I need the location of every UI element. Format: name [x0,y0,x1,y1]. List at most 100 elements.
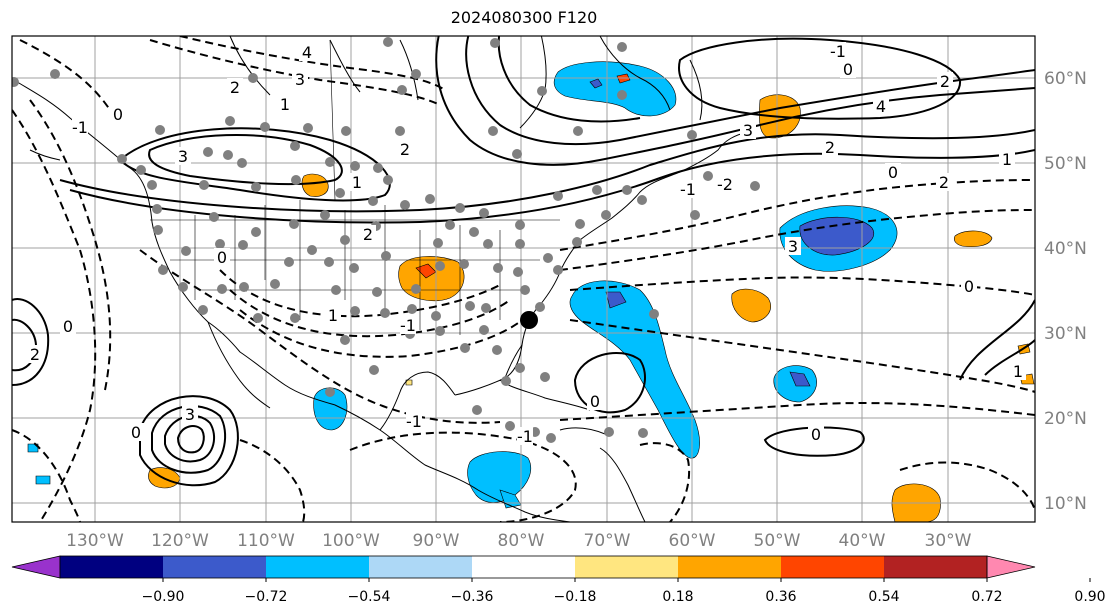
longitude-label: 50°W [754,531,801,551]
contour-label: 1 [1013,362,1023,381]
contour-label: -2 [717,175,733,194]
contour-label-bg [830,42,846,60]
contour-label: 0 [113,105,123,124]
contour-label: 2 [939,173,949,192]
contour-label-bg [937,72,953,90]
contour-labels: 43210-123102420-132103-12-2-101-1032-10-… [0,0,1026,446]
colorbar-segment [60,556,163,578]
contour-label-bg [740,121,756,139]
contour-label-bg [840,60,856,78]
contour-label-bg [27,345,43,363]
colorbar-tick-label: 0.36 [765,589,796,605]
colorbar-segment [266,556,369,578]
colorbar-tick-label: −0.36 [451,589,494,605]
colorbar-segment [884,556,987,578]
contour-label-bg [349,173,365,191]
longitude-label: 90°W [413,531,460,551]
contour-label: 1 [1002,150,1012,169]
longitude-label: 110°W [237,531,295,551]
latitude-label: 30°N [1044,324,1087,344]
colorbar-segment [575,556,678,578]
contour-label-bg [72,118,88,136]
contour-label: -1 [406,412,422,431]
contour-label: 2 [30,345,40,364]
longitude-label: 70°W [584,531,631,551]
contour-label: 0 [964,277,974,296]
longitude-labels: 130°W 120°W 110°W 100°W 90°W 80°W 70°W 60°W 50°W… [66,531,972,551]
colorbar-extend-high [986,555,1036,579]
contour-label: 0 [811,425,821,444]
longitude-label: 30°W [925,531,972,551]
contour-label: -1 [0,0,9,10]
colorbar-segment [781,556,884,578]
contour-label: 3 [178,147,188,166]
map-title: 2024080300 F120 [450,8,598,27]
contour-label: 2 [825,138,835,157]
colorbar: −0.90 −0.72 −0.54 −0.36 −0.18 0.18 0.36 0.54 0.7… [11,555,1105,605]
latitude-labels: 60°N 50°N 40°N 30°N 20°N 10°N [1044,69,1087,514]
contour-label: 1 [280,95,290,114]
contour-label: 3 [788,237,798,256]
colorbar-tick-label: 0.90 [1074,589,1105,605]
contour-label: 2 [230,78,240,97]
colorbar-tick-label: 0.54 [868,589,899,605]
latitude-label: 10°N [1044,494,1087,514]
map-frame [11,35,1036,523]
shaded-anomalies [27,61,1035,522]
longitude-label: 130°W [66,531,124,551]
contour-label: 2 [940,72,950,91]
contour-label-bg [517,427,533,445]
contour-label: 0 [63,317,73,336]
contour-label: 2 [400,140,410,159]
contour-label: 3 [295,70,305,89]
colorbar-segment [472,556,575,578]
longitude-label: 40°W [839,531,886,551]
contour-label-bg [110,105,126,123]
contour-label: 0 [843,60,853,79]
contour-label-bg [227,78,243,96]
contour-label-bg [680,180,696,198]
latitude-label: 50°N [1044,154,1087,174]
contour-label: -1 [517,427,533,446]
contours-negative [12,36,1035,522]
latitude-label: 60°N [1044,69,1087,89]
contour-label-bg [400,316,416,334]
colorbar-frame [59,555,988,579]
contour-label: 0 [217,248,227,267]
longitude-label: 100°W [322,531,380,551]
contour-label: -1 [72,118,88,137]
colorbar-tick-label: −0.72 [245,589,288,605]
contour-label-bg [406,412,422,430]
contour-label: 4 [302,43,312,62]
contour-label-bg [360,225,376,243]
contour-label: 3 [185,405,195,424]
contour-label-bg [292,70,308,88]
contour-label: 2 [363,225,373,244]
contour-label-bg [785,237,801,255]
contour-label-bg [397,140,413,158]
contour-label-bg [175,147,191,165]
longitude-label: 80°W [498,531,545,551]
contour-label: -1 [680,180,696,199]
colorbar-segment [678,556,781,578]
colorbar-tick-label: 0.18 [662,589,693,605]
longitude-label: 60°W [669,531,716,551]
contour-label: 3 [743,121,753,140]
contour-label-bg [1010,362,1026,380]
colorbar-tick-label: −0.54 [348,589,391,605]
contour-label-bg [182,405,198,423]
contour-label-bg [873,97,889,115]
contour-label-bg [822,138,838,156]
contour-label: 0 [888,163,898,182]
colorbar-tick-label: −0.90 [142,589,185,605]
longitude-label: 120°W [151,531,209,551]
colorbar-extend-low [11,555,61,579]
latitude-label: 40°N [1044,239,1087,259]
contour-label-bg [60,317,76,335]
station-markers [12,37,760,443]
contour-label-bg [214,248,230,266]
colorbar-segment [369,556,472,578]
contour-label: -1 [830,42,846,61]
contour-label: 1 [352,173,362,192]
